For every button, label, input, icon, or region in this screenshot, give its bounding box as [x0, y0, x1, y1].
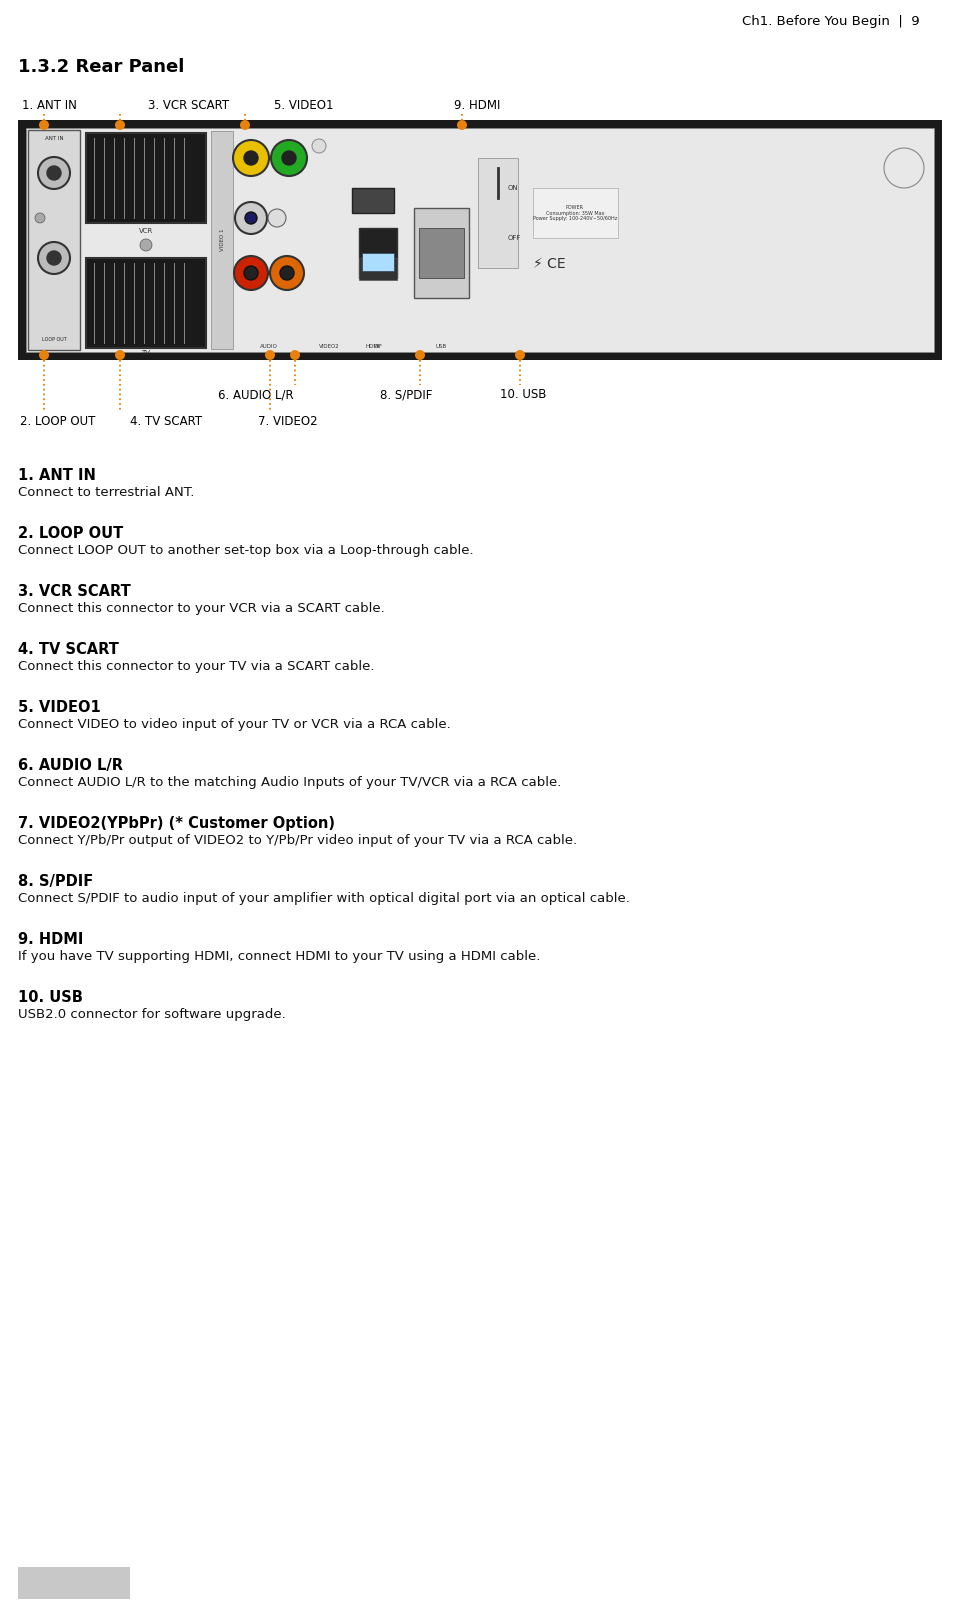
Text: USB: USB: [436, 344, 446, 349]
Text: AUDIO: AUDIO: [260, 344, 278, 349]
Text: 7. VIDEO2(YPbPr) (* Customer Option): 7. VIDEO2(YPbPr) (* Customer Option): [18, 816, 335, 831]
Text: Connect to terrestrial ANT.: Connect to terrestrial ANT.: [18, 485, 194, 500]
Text: HDMI: HDMI: [366, 344, 380, 349]
Circle shape: [35, 214, 45, 223]
Circle shape: [38, 243, 70, 275]
Text: Connect LOOP OUT to another set-top box via a Loop-through cable.: Connect LOOP OUT to another set-top box …: [18, 545, 473, 558]
Text: 2. LOOP OUT: 2. LOOP OUT: [18, 525, 123, 542]
Circle shape: [415, 350, 425, 360]
Text: 2. LOOP OUT: 2. LOOP OUT: [20, 415, 95, 427]
Circle shape: [271, 140, 307, 177]
Bar: [211, 132, 233, 349]
Text: Connect VIDEO to video input of your TV or VCR via a RCA cable.: Connect VIDEO to video input of your TV …: [18, 718, 451, 731]
Text: Connect Y/Pb/Pr output of VIDEO2 to Y/Pb/Pr video input of your TV via a RCA cab: Connect Y/Pb/Pr output of VIDEO2 to Y/Pb…: [18, 834, 577, 847]
Text: 7. VIDEO2: 7. VIDEO2: [258, 415, 318, 427]
Bar: [18, 121, 942, 360]
Circle shape: [244, 151, 258, 166]
Circle shape: [270, 256, 304, 289]
Circle shape: [47, 166, 61, 180]
Bar: [362, 252, 394, 272]
Circle shape: [39, 350, 49, 360]
Text: TV: TV: [141, 350, 151, 357]
Text: Connect this connector to your VCR via a SCART cable.: Connect this connector to your VCR via a…: [18, 603, 385, 615]
Circle shape: [312, 138, 326, 153]
Text: VIDEO 1: VIDEO 1: [220, 228, 225, 251]
Bar: [478, 157, 518, 268]
Circle shape: [280, 267, 294, 280]
Text: ON: ON: [508, 185, 518, 191]
Text: 5. VIDEO1: 5. VIDEO1: [18, 701, 101, 715]
Text: VCR: VCR: [139, 228, 154, 235]
Circle shape: [47, 251, 61, 265]
Circle shape: [268, 209, 286, 227]
Text: LOOP OUT: LOOP OUT: [41, 337, 66, 342]
Circle shape: [140, 239, 152, 251]
Text: POWER
Consumption: 35W Max
Power Supply: 100-240V~50/60Hz: POWER Consumption: 35W Max Power Supply:…: [533, 204, 617, 222]
Text: 3. VCR SCART: 3. VCR SCART: [18, 583, 131, 599]
Text: 1. ANT IN: 1. ANT IN: [18, 468, 96, 484]
Circle shape: [244, 267, 258, 280]
Text: Connect AUDIO L/R to the matching Audio Inputs of your TV/VCR via a RCA cable.: Connect AUDIO L/R to the matching Audio …: [18, 776, 562, 789]
Text: 6. AUDIO L/R: 6. AUDIO L/R: [18, 759, 123, 773]
Text: 1.3.2 Rear Panel: 1.3.2 Rear Panel: [18, 58, 184, 76]
Circle shape: [515, 350, 525, 360]
Bar: [352, 188, 394, 214]
Bar: [533, 188, 618, 238]
Text: 6. AUDIO L/R: 6. AUDIO L/R: [218, 387, 294, 402]
Circle shape: [282, 151, 296, 166]
Bar: [414, 207, 469, 297]
Circle shape: [235, 202, 267, 235]
Bar: [86, 133, 206, 223]
Text: ANT IN: ANT IN: [45, 137, 63, 141]
Text: ENGLISH: ENGLISH: [36, 1575, 111, 1591]
Text: 4. TV SCART: 4. TV SCART: [130, 415, 203, 427]
Circle shape: [265, 350, 275, 360]
Circle shape: [38, 157, 70, 190]
Circle shape: [240, 121, 250, 130]
Circle shape: [233, 140, 269, 177]
Text: 4. TV SCART: 4. TV SCART: [18, 643, 119, 657]
Text: Connect this connector to your TV via a SCART cable.: Connect this connector to your TV via a …: [18, 660, 374, 673]
Text: If you have TV supporting HDMI, connect HDMI to your TV using a HDMI cable.: If you have TV supporting HDMI, connect …: [18, 950, 540, 963]
Circle shape: [234, 256, 268, 289]
Circle shape: [457, 121, 467, 130]
Circle shape: [115, 121, 125, 130]
Bar: [18, 1567, 130, 1599]
Text: 8. S/PDIF: 8. S/PDIF: [18, 874, 93, 889]
Text: 5. VIDEO1: 5. VIDEO1: [274, 100, 333, 112]
Circle shape: [884, 148, 924, 188]
Text: 9. HDMI: 9. HDMI: [18, 932, 84, 947]
Circle shape: [290, 350, 300, 360]
Circle shape: [245, 212, 257, 223]
Text: ⚡ CE: ⚡ CE: [533, 257, 565, 272]
Circle shape: [39, 121, 49, 130]
Bar: [86, 259, 206, 349]
Text: 8. S/PDIF: 8. S/PDIF: [380, 387, 432, 402]
Text: DIF: DIF: [373, 344, 382, 349]
Bar: [419, 228, 464, 278]
Text: 3. VCR SCART: 3. VCR SCART: [148, 100, 229, 112]
Text: USB2.0 connector for software upgrade.: USB2.0 connector for software upgrade.: [18, 1008, 286, 1020]
Text: 10. USB: 10. USB: [500, 387, 546, 402]
Text: 9. HDMI: 9. HDMI: [454, 100, 500, 112]
Text: 10. USB: 10. USB: [18, 990, 83, 1004]
Text: 1. ANT IN: 1. ANT IN: [22, 100, 77, 112]
Text: Ch1. Before You Begin  |  9: Ch1. Before You Begin | 9: [742, 14, 920, 27]
Bar: [359, 259, 397, 280]
Text: OFF: OFF: [508, 235, 521, 241]
Text: Connect S/PDIF to audio input of your amplifier with optical digital port via an: Connect S/PDIF to audio input of your am…: [18, 892, 630, 905]
Text: VIDEO2: VIDEO2: [319, 344, 340, 349]
Circle shape: [115, 350, 125, 360]
Bar: [26, 129, 934, 352]
Bar: [359, 228, 397, 278]
Bar: [28, 130, 80, 350]
